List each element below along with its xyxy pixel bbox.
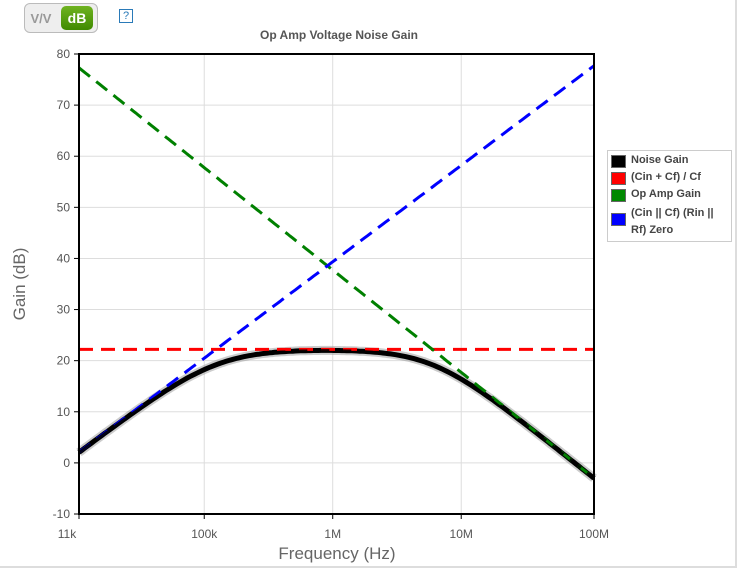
y-tick-label: 20 (57, 354, 71, 368)
x-tick-label: 10M (450, 527, 473, 541)
x-tick-label: 11k (58, 527, 77, 541)
noise-gain-shadow (76, 345, 597, 482)
x-tick-label: 100M (579, 527, 609, 541)
chart-title: Op Amp Voltage Noise Gain (260, 28, 418, 42)
legend: Noise Gain (Cin + Cf) / Cf Op Amp Gain (… (607, 150, 732, 242)
plot-border (78, 53, 595, 515)
units-toggle[interactable]: V/V dB (24, 3, 98, 33)
y-axis-label: Gain (dB) (10, 248, 29, 321)
db-option[interactable]: dB (61, 6, 93, 30)
legend-item-zero[interactable]: (Cin || Cf) (Rin || Rf) Zero (611, 205, 731, 239)
y-tick-label: 0 (63, 456, 70, 470)
x-tick-label: 100k (191, 527, 218, 541)
legend-item-cin-cf[interactable]: (Cin + Cf) / Cf (611, 171, 731, 185)
x-axis-label: Frequency (Hz) (278, 544, 395, 563)
vv-option[interactable]: V/V (30, 10, 52, 26)
op-amp-gain-line (78, 66, 595, 480)
zero-line (78, 64, 595, 454)
legend-item-opamp[interactable]: Op Amp Gain (611, 188, 731, 202)
y-tick-label: 60 (57, 149, 71, 163)
y-tick-label: 70 (57, 98, 71, 112)
y-tick-label: 10 (57, 405, 71, 419)
y-tick-label: 40 (57, 251, 71, 265)
y-tick-label: 80 (57, 47, 71, 61)
x-tick-label: 1M (324, 527, 341, 541)
y-tick-label: 50 (57, 200, 71, 214)
legend-item-noise[interactable]: Noise Gain (611, 154, 731, 168)
noise-gain-dash-overlay (78, 349, 595, 480)
y-tick-label: 30 (57, 303, 71, 317)
help-icon[interactable]: ? (119, 9, 133, 23)
y-tick-label: -10 (53, 507, 71, 521)
